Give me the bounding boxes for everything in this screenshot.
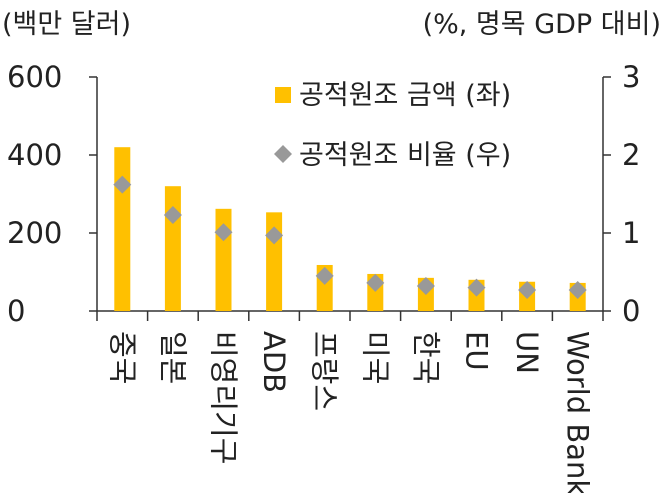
x-axis-category-label: 일본 — [156, 331, 190, 384]
right-axis-unit-label: (%, 명목 GDP 대비) — [422, 9, 661, 40]
left-axis-tick-label: 600 — [7, 60, 62, 94]
bar — [114, 147, 131, 311]
right-axis-tick-label: 0 — [622, 294, 640, 328]
x-axis-category-label: 중국 — [105, 331, 139, 384]
x-axis-category-label: EU — [460, 331, 494, 371]
legend-label-diamond: 공적원조 비율 (우) — [299, 140, 511, 171]
diamond-marker — [265, 226, 284, 245]
left-axis-unit-label: (백만 달러) — [2, 9, 132, 40]
x-axis-category-label: 프랑스 — [308, 331, 342, 411]
x-axis-category-label: World Bank — [561, 331, 595, 493]
diamond-marker — [518, 280, 537, 299]
diamond-marker — [416, 277, 435, 296]
x-axis-category-label: 한국 — [409, 331, 443, 384]
x-axis-category-label: UN — [510, 331, 544, 374]
diamond-marker — [113, 175, 132, 194]
x-axis-category-label: 미국 — [358, 331, 392, 384]
diamond-marker — [163, 206, 182, 225]
legend-label-bar: 공적원조 금액 (좌) — [299, 80, 511, 111]
bar — [164, 186, 181, 311]
diamond-marker — [214, 223, 233, 242]
left-axis-tick-label: 0 — [7, 294, 25, 328]
x-axis-category-label: ADB — [257, 331, 291, 393]
x-axis-category-label: 비영리기구 — [207, 331, 241, 464]
diamond-marker — [467, 278, 486, 297]
right-axis-tick-label: 3 — [622, 60, 640, 94]
right-axis-tick-label: 1 — [622, 216, 640, 250]
legend-swatch-bar — [275, 87, 291, 103]
legend-swatch-diamond — [274, 145, 292, 163]
diamond-marker — [568, 280, 587, 299]
right-axis-tick-label: 2 — [622, 138, 640, 172]
diamond-marker — [315, 266, 334, 285]
diamond-marker — [366, 273, 385, 292]
left-axis-tick-label: 400 — [7, 138, 62, 172]
left-axis-tick-label: 200 — [7, 216, 62, 250]
